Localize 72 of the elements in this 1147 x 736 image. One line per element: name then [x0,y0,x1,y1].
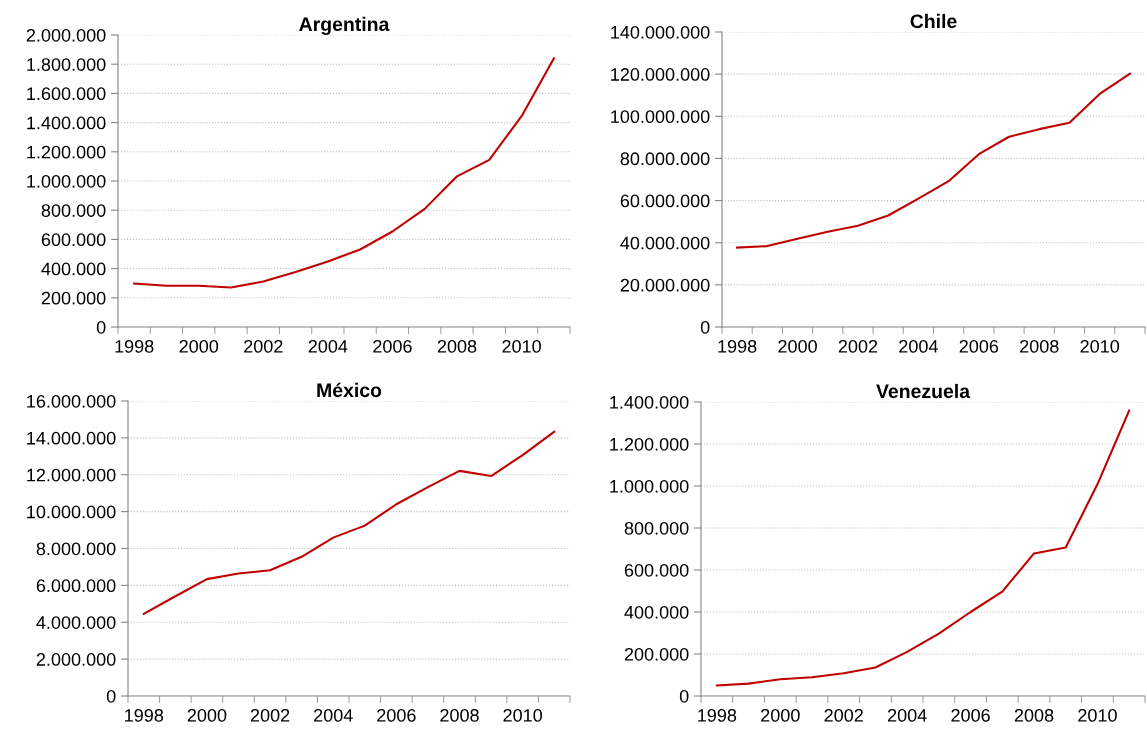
y-tick-label: 1.400.000 [610,395,689,409]
x-tick-label: 2002 [244,339,283,353]
y-tick-label: 6.000.000 [36,579,116,593]
y-tick-label: 100.000.000 [611,110,710,124]
y-tick-label: 10.000.000 [27,505,116,519]
x-tick-label: 2010 [502,339,541,353]
x-tick-label: 2000 [761,708,800,722]
y-tick-label: 40.000.000 [620,236,710,250]
y-tick-label: 1.400.000 [27,116,106,130]
y-tick-label: 200.000 [624,647,689,661]
chart-title: Argentina [299,16,390,35]
y-tick-label: 2.000.000 [26,28,106,42]
line-series [715,409,1131,687]
y-tick-label: 800.000 [41,204,106,217]
chart-title: México [317,382,382,398]
x-tick-label: 1998 [125,708,164,722]
y-tick-label: 14.000.000 [27,431,116,445]
x-tick-label: 1998 [698,708,737,722]
x-tick-label: 2006 [951,708,990,722]
x-tick-label: 2004 [308,339,348,353]
y-tick-label: 16.000.000 [27,394,116,408]
line-series [133,57,555,289]
y-tick-label: 120.000.000 [611,68,710,81]
x-tick-label: 2000 [778,339,817,353]
y-tick-label: 80.000.000 [620,152,710,166]
x-tick-label: 2006 [377,708,416,722]
x-tick-label: 2008 [440,708,479,722]
y-tick-label: 1.200.000 [27,145,106,159]
y-tick-label: 12.000.000 [27,468,116,482]
y-tick-label: 1.000.000 [610,479,689,493]
y-tick-label: 800.000 [624,521,689,535]
y-tick-label: 600.000 [624,563,689,577]
x-tick-label: 2002 [824,708,863,722]
y-tick-label: 4.000.000 [36,616,116,629]
x-tick-label: 2008 [437,339,477,353]
y-tick-label: 0 [700,320,710,334]
chart-title: Venezuela [876,383,971,399]
x-tick-label: 2010 [1078,708,1117,722]
y-tick-label: 0 [106,689,116,703]
y-tick-label: 0 [96,320,106,334]
x-tick-label: 2002 [250,708,290,722]
x-tick-label: 2008 [1020,339,1059,353]
line-series [736,72,1131,249]
x-tick-label: 2006 [373,339,412,353]
y-tick-label: 0 [679,689,689,703]
x-tick-label: 1998 [718,339,757,353]
y-tick-label: 1.600.000 [27,87,106,101]
x-tick-label: 2008 [1014,708,1054,722]
x-tick-label: 2004 [899,339,938,353]
x-tick-label: 1998 [115,339,154,353]
y-tick-label: 140.000.000 [611,25,710,39]
y-tick-label: 600.000 [41,233,106,247]
x-tick-label: 2010 [503,708,543,722]
x-tick-label: 2010 [1080,339,1120,353]
y-tick-label: 2.000.000 [36,653,116,666]
y-tick-label: 1.800.000 [27,58,106,71]
x-tick-label: 2000 [187,708,227,722]
y-tick-label: 20.000.000 [620,278,710,292]
x-tick-label: 2000 [179,339,219,353]
y-tick-label: 400.000 [624,605,689,619]
x-tick-label: 2004 [314,708,353,722]
y-tick-label: 8.000.000 [36,542,116,556]
y-tick-label: 400.000 [41,262,106,276]
line-series [142,430,556,615]
y-tick-label: 200.000 [41,291,106,305]
y-tick-label: 1.000.000 [27,174,106,188]
x-tick-label: 2004 [887,708,927,722]
y-tick-label: 60.000.000 [620,194,710,208]
y-tick-label: 1.200.000 [610,437,689,451]
x-tick-label: 2006 [959,339,999,353]
chart-title: Chile [910,13,957,29]
x-tick-label: 2002 [838,339,878,353]
